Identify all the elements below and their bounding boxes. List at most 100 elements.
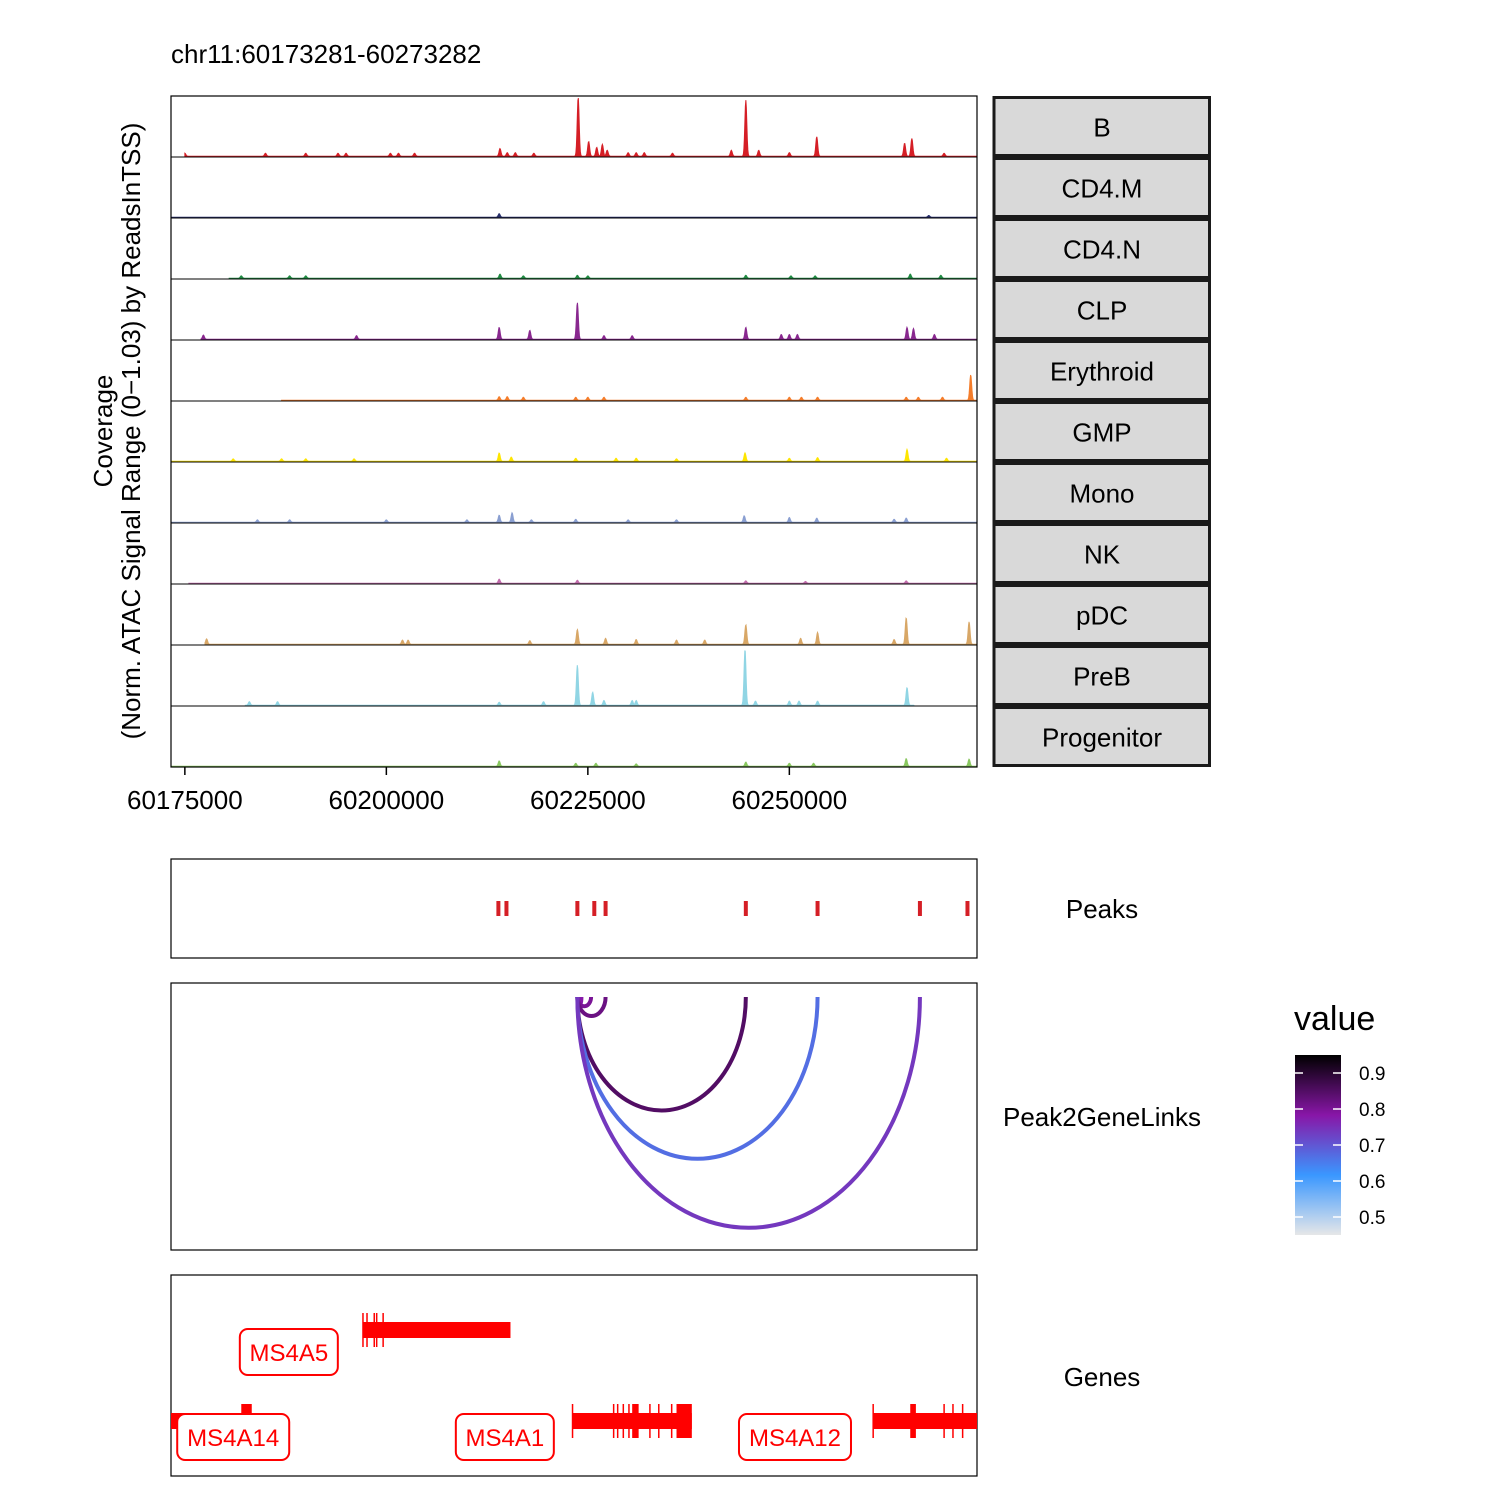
gene-label-box	[454, 1413, 555, 1461]
coverage-area-pdc	[204, 617, 978, 646]
gene-label-box	[176, 1413, 291, 1461]
coverage-tracks: B CD4.M CD4.N CLP Erythroid GMP Mono NK pDC PreB P…	[170, 95, 1211, 768]
strip-label-clp: CLP	[1077, 296, 1128, 326]
gene-body	[362, 1322, 511, 1338]
gene-ms4a14: MS4A14	[171, 1404, 291, 1461]
gene-label: MS4A5	[249, 1340, 328, 1367]
coverage-area-erythroid	[281, 374, 978, 402]
gene-label: MS4A14	[187, 1425, 279, 1452]
strip-label-cd4-n: CD4.N	[1063, 235, 1141, 265]
peak-mark	[603, 901, 608, 916]
coverage-track-preb: PreB	[171, 645, 1211, 707]
strip-label-nk: NK	[1084, 540, 1121, 570]
strip-b	[992, 96, 1211, 157]
strip-erythroid	[992, 340, 1211, 401]
link-arc	[575, 996, 748, 1113]
peak-mark	[743, 901, 748, 916]
coverage-area-cd4-m	[170, 213, 978, 219]
strip-nk	[992, 523, 1211, 584]
strip-label-erythroid: Erythroid	[1050, 357, 1154, 387]
coverage-panel-border	[170, 95, 978, 768]
gene-label: MS4A1	[465, 1425, 544, 1452]
gene-label-box	[238, 1328, 339, 1376]
y-axis-label-line1: Coverage	[88, 375, 118, 488]
coverage-area-preb	[244, 650, 916, 707]
gene-ms4a1: MS4A1	[454, 1404, 692, 1461]
coverage-track-mono: Mono	[170, 462, 1211, 524]
x-tick-label: 60175000	[127, 785, 243, 815]
legend-tick-label: 0.7	[1359, 1136, 1385, 1157]
strip-gmp	[992, 401, 1211, 462]
peak-mark	[496, 901, 501, 916]
coverage-track-clp: CLP	[171, 279, 1211, 341]
y-axis-label-line2: (Norm. ATAC Signal Range (0−1.03) by Rea…	[116, 123, 146, 740]
strip-label-mono: Mono	[1069, 479, 1134, 509]
coverage-track-pdc: pDC	[171, 584, 1211, 646]
strip-preb	[992, 645, 1211, 706]
peak-mark	[575, 901, 580, 916]
coverage-track-erythroid: Erythroid	[171, 340, 1211, 402]
strip-label-cd4-m: CD4.M	[1062, 174, 1143, 204]
strip-label-preb: PreB	[1073, 662, 1131, 692]
link-arc	[575, 996, 922, 1230]
genes-track-label: Genes	[1064, 1362, 1141, 1392]
coverage-area-progenitor	[170, 758, 978, 768]
gene-thick-region	[676, 1404, 692, 1438]
gene-ms4a12: MS4A12	[737, 1404, 977, 1461]
coverage-track-gmp: GMP	[170, 401, 1211, 463]
legend-title: value	[1294, 1000, 1375, 1038]
chart-title: chr11:60173281-60273282	[171, 39, 481, 69]
strip-cd4-n	[992, 218, 1211, 279]
strip-label-pdc: pDC	[1076, 601, 1128, 631]
peak-mark	[592, 901, 597, 916]
coverage-area-cd4-n	[228, 273, 978, 280]
strip-clp	[992, 279, 1211, 340]
legend-tick-label: 0.9	[1359, 1064, 1385, 1085]
legend-tick-label: 0.8	[1359, 1100, 1385, 1121]
legend-tick-label: 0.5	[1359, 1208, 1385, 1229]
x-axis: 60175000 60200000 60225000 60250000	[127, 767, 847, 815]
strip-label-b: B	[1093, 113, 1110, 143]
strip-cd4-m	[992, 157, 1211, 218]
gene-label-box	[737, 1413, 852, 1461]
legend-tick-label: 0.6	[1359, 1172, 1385, 1193]
peaks-panel-border	[170, 858, 978, 959]
coverage-track-nk: NK	[171, 523, 1211, 585]
peak-mark	[917, 901, 922, 916]
coverage-track-progenitor: Progenitor	[170, 706, 1211, 768]
gene-thick-region	[632, 1404, 639, 1438]
peak-mark	[815, 901, 820, 916]
y-axis-label: Coverage (Norm. ATAC Signal Range (0−1.0…	[88, 123, 146, 740]
x-tick-label: 60225000	[530, 785, 646, 815]
gene-ms4a5: MS4A5	[238, 1313, 511, 1376]
coverage-track-cd4-n: CD4.N	[171, 218, 1211, 280]
coverage-area-nk	[188, 578, 978, 585]
coverage-area-clp	[200, 302, 978, 341]
x-tick-label: 60200000	[329, 785, 445, 815]
peaks-track-label: Peaks	[1066, 894, 1138, 924]
gene-body	[873, 1413, 977, 1429]
peak-mark	[504, 901, 509, 916]
link-arc	[575, 996, 820, 1161]
coverage-area-mono	[170, 511, 978, 524]
value-legend: value 0.5 0.6 0.7 0.8 0.9	[1294, 1000, 1385, 1235]
strip-progenitor	[992, 706, 1211, 767]
strip-label-progenitor: Progenitor	[1042, 723, 1162, 753]
x-tick-label: 60250000	[732, 785, 848, 815]
gene-thick-region	[910, 1404, 916, 1438]
strip-pdc	[992, 584, 1211, 645]
peak-mark	[965, 901, 970, 916]
coverage-area-b	[184, 98, 978, 158]
strip-label-gmp: GMP	[1072, 418, 1131, 448]
gene-label: MS4A12	[749, 1425, 841, 1452]
coverage-track-cd4-m: CD4.M	[170, 157, 1211, 219]
strip-mono	[992, 462, 1211, 523]
peaks-track: Peaks	[170, 858, 1138, 959]
peak2gene-links-track: Peak2GeneLinks	[170, 982, 1201, 1251]
genes-track: MS4A14 MS4A5 MS4A1 MS4A12 Genes	[170, 1274, 1141, 1477]
coverage-track-b: B	[171, 96, 1211, 158]
links-track-label: Peak2GeneLinks	[1003, 1102, 1201, 1132]
coverage-area-gmp	[170, 447, 978, 463]
genes-panel-border	[170, 1274, 978, 1477]
